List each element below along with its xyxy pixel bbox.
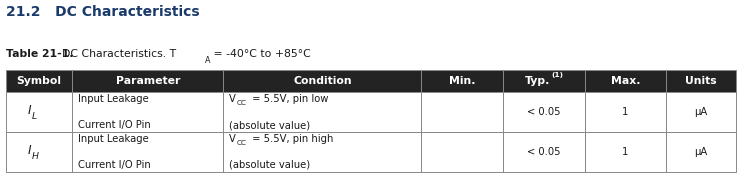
Text: V: V (229, 134, 236, 144)
Text: 21.2   DC Characteristics: 21.2 DC Characteristics (6, 5, 200, 19)
Bar (223, 92, 421, 132)
Text: μA: μA (695, 107, 708, 117)
Text: Input Leakage: Input Leakage (78, 94, 148, 104)
Bar (585, 70, 666, 92)
Bar (6, 70, 72, 92)
Text: Units: Units (686, 76, 717, 86)
Text: Typ.: Typ. (525, 76, 551, 86)
Text: CC: CC (237, 100, 247, 106)
Text: μA: μA (695, 147, 708, 157)
Text: A: A (205, 56, 210, 65)
Bar (6, 92, 72, 132)
Text: = 5.5V, pin high: = 5.5V, pin high (249, 134, 333, 144)
Text: 1: 1 (623, 147, 628, 157)
Text: I: I (27, 144, 31, 157)
Text: L: L (32, 112, 37, 121)
Bar (72, 70, 223, 92)
Bar (421, 70, 503, 92)
Text: V: V (229, 94, 236, 104)
Bar (666, 92, 736, 132)
Bar (666, 70, 736, 92)
Bar (421, 132, 503, 172)
Text: DC Characteristics. T: DC Characteristics. T (62, 49, 176, 59)
Bar (223, 70, 421, 92)
Bar (666, 132, 736, 172)
Bar (585, 132, 666, 172)
Bar (503, 70, 585, 92)
Text: H: H (32, 152, 39, 161)
Text: I: I (27, 104, 31, 117)
Bar (72, 92, 223, 132)
Text: Max.: Max. (611, 76, 640, 86)
Text: = 5.5V, pin low: = 5.5V, pin low (249, 94, 328, 104)
Text: Condition: Condition (293, 76, 352, 86)
Text: CC: CC (237, 140, 247, 146)
Bar (421, 92, 503, 132)
Text: = -40°C to +85°C: = -40°C to +85°C (210, 49, 311, 59)
Bar (503, 92, 585, 132)
Text: Symbol: Symbol (16, 76, 62, 86)
Text: < 0.05: < 0.05 (527, 147, 560, 157)
Text: (1): (1) (551, 72, 563, 78)
Bar (503, 132, 585, 172)
Text: Current I/O Pin: Current I/O Pin (78, 120, 151, 130)
Bar (223, 132, 421, 172)
Text: Current I/O Pin: Current I/O Pin (78, 160, 151, 170)
Text: 1: 1 (623, 107, 628, 117)
Text: < 0.05: < 0.05 (527, 107, 560, 117)
Bar (6, 132, 72, 172)
Text: (absolute value): (absolute value) (229, 120, 310, 130)
Bar (72, 132, 223, 172)
Text: (absolute value): (absolute value) (229, 160, 310, 170)
Text: Table 21-1.: Table 21-1. (6, 49, 73, 59)
Text: Parameter: Parameter (116, 76, 180, 86)
Text: Min.: Min. (449, 76, 476, 86)
Text: Input Leakage: Input Leakage (78, 134, 148, 144)
Bar (585, 92, 666, 132)
